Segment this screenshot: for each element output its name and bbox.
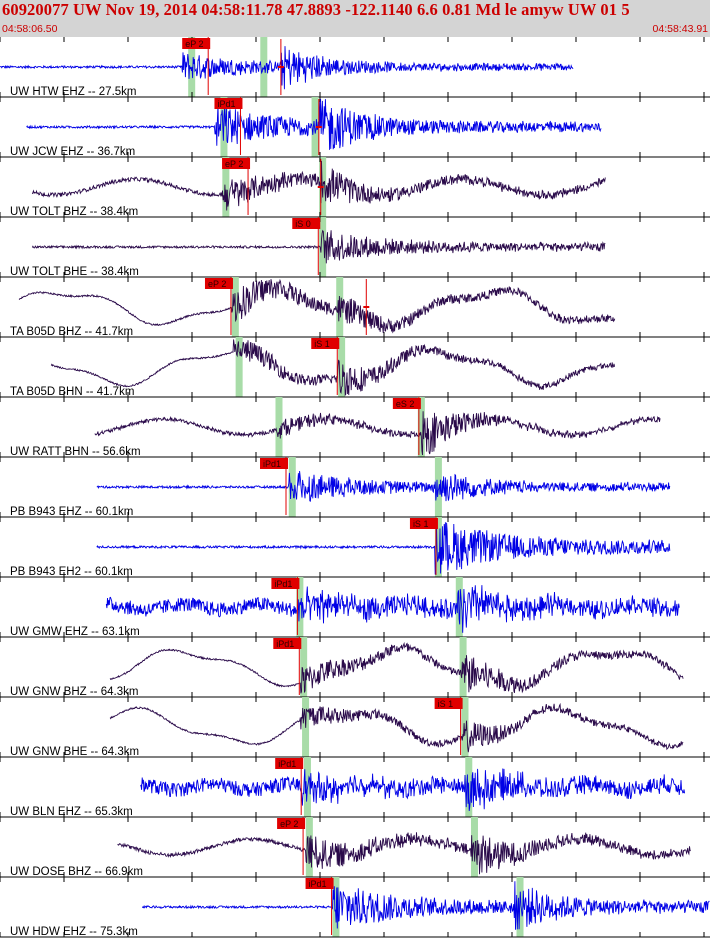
trace-panel: iS 0 UW TOLT BHE -- 38.4km [0, 217, 710, 278]
trace-panel: eP 2 TA B05D BHZ -- 41.7km [0, 277, 710, 338]
waveform-trace [31, 160, 606, 211]
station-label: UW GMW EHZ -- 63.1km [10, 626, 140, 638]
pick-flag [392, 398, 421, 409]
trace-panel: iPd1 UW GMW EHZ -- 63.1km [0, 577, 710, 638]
phase-band [434, 457, 442, 517]
phase-band [434, 517, 442, 577]
trace-panel: iPd1 UW HDW EHZ -- 75.3km [0, 877, 710, 938]
station-label: UW GNW BHE -- 64.3km [10, 746, 139, 758]
seismogram-panel: eP 2 UW HTW EHZ -- 27.5km iPd1 UW JCW EHZ -… [0, 37, 710, 938]
waveform-trace [18, 278, 616, 334]
waveform-trace [31, 229, 606, 264]
station-label: UW HTW EHZ -- 27.5km [10, 86, 137, 98]
station-label: TA B05D BHN -- 41.7km [10, 386, 134, 398]
trace-panel: eP 2 UW HTW EHZ -- 27.5km [0, 37, 710, 98]
station-label: UW JCW EHZ -- 36.7km [10, 146, 135, 158]
station-label: PB B943 EHZ -- 60.1km [10, 506, 133, 518]
trace-panel: iS 1 PB B943 EH2 -- 60.1km [0, 517, 710, 578]
phase-band [275, 397, 283, 457]
pick-label: iS 1 [413, 519, 429, 529]
station-label: UW BLN EHZ -- 65.3km [10, 806, 133, 818]
phase-band [470, 817, 478, 877]
pick-label: iPd1 [278, 759, 296, 769]
trace-panel: iPd1 UW JCW EHZ -- 36.7km [0, 97, 710, 158]
station-label: UW HDW EHZ -- 75.3km [10, 926, 138, 938]
phase-band [260, 37, 268, 97]
station-label: UW TOLT BHE -- 38.4km [10, 266, 139, 278]
waveform-trace [96, 470, 671, 502]
pick-flag [182, 38, 211, 49]
pick-flag [214, 98, 243, 109]
pick-label: iPd1 [309, 879, 327, 889]
pick-flag [409, 518, 438, 529]
pick-flag [311, 338, 340, 349]
pick-label: iPd1 [217, 99, 235, 109]
trace-panel: iPd1 PB B943 EHZ -- 60.1km [0, 457, 710, 518]
station-label: UW GNW BHZ -- 64.3km [10, 686, 138, 698]
phase-band [222, 157, 230, 217]
end-time-label: 04:58:43.91 [652, 23, 708, 35]
station-label: TA B05D BHZ -- 41.7km [10, 326, 133, 338]
waveform-trace [117, 832, 691, 875]
waveform-trace [109, 641, 684, 694]
trace-panel: iS 1 UW GNW BHE -- 64.3km [0, 697, 710, 758]
phase-band [296, 577, 304, 637]
pick-label: iPd1 [276, 639, 294, 649]
waveform-trace [109, 702, 684, 753]
station-label: UW DOSE BHZ -- 66.9km [10, 866, 143, 878]
trace-panel: eP 2 UW DOSE BHZ -- 66.9km [0, 817, 710, 878]
phase-band [311, 97, 319, 157]
pick-flag [305, 878, 334, 889]
pick-flag [292, 218, 321, 229]
phase-band [461, 697, 469, 757]
waveform-trace [50, 339, 616, 397]
pick-label: eS 2 [396, 399, 415, 409]
pick-flag [204, 278, 233, 289]
station-label: UW TOLT BHZ -- 38.4km [10, 206, 138, 218]
pick-label: eP 2 [208, 279, 226, 289]
start-time-label: 04:58:06.50 [2, 23, 58, 35]
waveform-trace [96, 518, 671, 575]
trace-panel: eP 2 UW TOLT BHZ -- 38.4km [0, 157, 710, 218]
trace-panel: iPd1 UW BLN EHZ -- 65.3km [0, 757, 710, 818]
pick-label: eP 2 [185, 39, 203, 49]
pick-label: iPd1 [274, 579, 292, 589]
phase-band [338, 337, 346, 397]
pick-label: iS 1 [314, 339, 330, 349]
title-bar: 60920077 UW Nov 19, 2014 04:58:11.78 47.… [0, 0, 710, 37]
phase-band [319, 217, 327, 277]
station-label: UW RATT BHN -- 56.6km [10, 446, 141, 458]
trace-panel: eS 2 UW RATT BHN -- 56.6km [0, 397, 710, 458]
pick-flag [273, 638, 302, 649]
event-title: 60920077 UW Nov 19, 2014 04:58:11.78 47.… [2, 0, 630, 19]
waveform-trace [94, 411, 661, 456]
pick-flag [434, 698, 463, 709]
waveform-trace [105, 585, 680, 633]
pick-label: eP 2 [280, 819, 298, 829]
phase-band [417, 397, 425, 457]
phase-band [300, 637, 308, 697]
trace-panel: iS 1 TA B05D BHN -- 41.7km [0, 337, 710, 398]
pick-label: iS 0 [295, 219, 311, 229]
waveform-trace [141, 881, 710, 930]
pick-flag [260, 458, 289, 469]
waveform-trace [140, 768, 686, 811]
pick-label: iPd1 [263, 459, 281, 469]
pick-flag [271, 578, 300, 589]
pick-label: eP 2 [225, 159, 243, 169]
pick-flag [222, 158, 251, 169]
station-label: PB B943 EH2 -- 60.1km [10, 566, 133, 578]
pick-label: iS 1 [438, 699, 454, 709]
trace-panel: iPd1 UW GNW BHZ -- 64.3km [0, 637, 710, 698]
pick-flag [275, 758, 304, 769]
phase-band [235, 337, 243, 397]
waveform-trace [26, 98, 602, 150]
waveform-trace [0, 46, 574, 90]
pick-flag [277, 818, 306, 829]
